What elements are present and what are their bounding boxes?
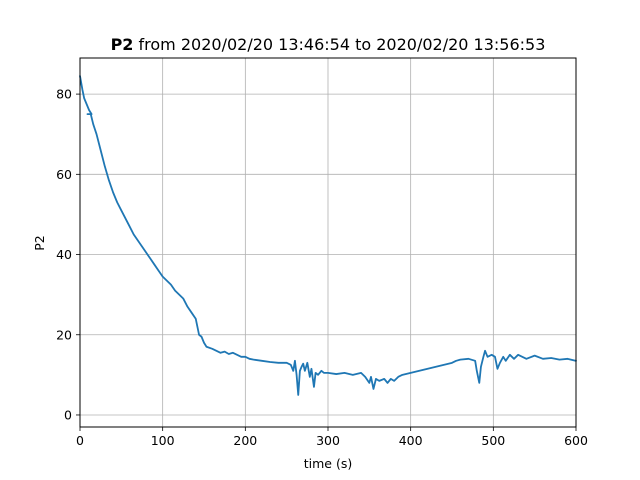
chart-title: P2 from 2020/02/20 13:46:54 to 2020/02/2… (111, 35, 546, 54)
y-tick-label: 40 (56, 247, 72, 262)
x-tick-label: 100 (151, 433, 175, 448)
y-tick-label: 80 (56, 87, 72, 102)
x-axis-label: time (s) (304, 456, 352, 471)
y-axis-label: P2 (32, 235, 47, 251)
x-tick-label: 0 (76, 433, 84, 448)
x-tick-label: 400 (399, 433, 423, 448)
y-tick-label: 20 (56, 327, 72, 342)
y-tick-label: 0 (64, 407, 72, 422)
x-tick-label: 200 (233, 433, 257, 448)
chart-title-rest: from 2020/02/20 13:46:54 to 2020/02/20 1… (133, 35, 545, 54)
grid-lines (79, 58, 577, 427)
plot-area (79, 75, 577, 396)
y-tick-label: 60 (56, 167, 72, 182)
x-tick-label: 600 (564, 433, 588, 448)
p2-series-line (79, 75, 577, 396)
y-axis-ticks: 0 20 40 60 80 (56, 87, 80, 422)
x-tick-label: 300 (316, 433, 340, 448)
chart-title-bold: P2 (111, 35, 134, 54)
x-axis-ticks: 0 100 200 300 400 500 600 (76, 427, 588, 448)
x-tick-label: 500 (481, 433, 505, 448)
